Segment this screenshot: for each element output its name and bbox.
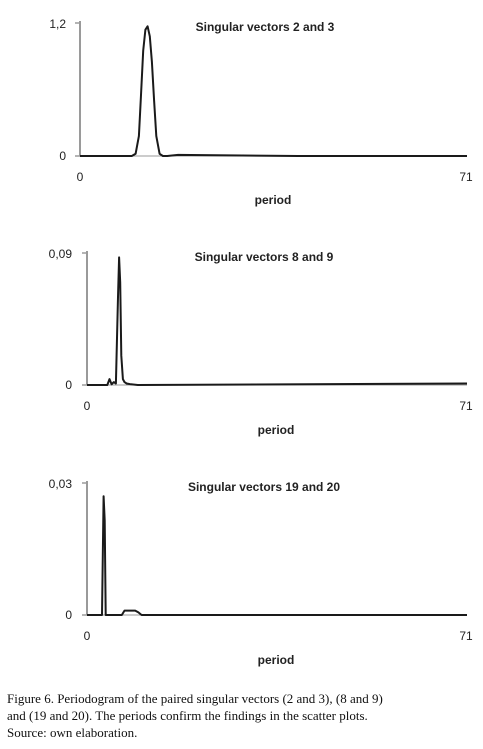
figure-caption: Figure 6. Periodogram of the paired sing… bbox=[7, 690, 477, 741]
caption-line: Figure 6. Periodogram of the paired sing… bbox=[7, 691, 383, 706]
periodogram-line bbox=[80, 25, 467, 157]
x-axis-label: period bbox=[258, 653, 295, 667]
y-tick-label-zero: 0 bbox=[59, 149, 66, 163]
y-tick-label-top: 1,2 bbox=[49, 17, 66, 31]
panel-singular-vectors-19-20: Singular vectors 19 and 20 0,03 0 0 71 p… bbox=[49, 477, 473, 667]
caption-line: Source: own elaboration. bbox=[7, 725, 138, 740]
x-tick-label-end: 71 bbox=[459, 170, 473, 184]
x-tick-label-end: 71 bbox=[459, 629, 473, 643]
y-tick-label-top: 0,09 bbox=[49, 247, 73, 261]
panel-singular-vectors-2-3: Singular vectors 2 and 3 1,2 0 0 71 peri… bbox=[49, 17, 473, 207]
chart-title: Singular vectors 19 and 20 bbox=[188, 480, 340, 494]
periodogram-line bbox=[87, 495, 467, 616]
x-tick-label-end: 71 bbox=[459, 399, 473, 413]
periodogram-line bbox=[87, 256, 468, 386]
caption-line: and (19 and 20). The periods confirm the… bbox=[7, 708, 368, 723]
y-tick-label-top: 0,03 bbox=[49, 477, 73, 491]
x-axis-label: period bbox=[255, 193, 292, 207]
y-tick-label-zero: 0 bbox=[65, 378, 72, 392]
x-tick-label-start: 0 bbox=[77, 170, 84, 184]
x-axis-label: period bbox=[258, 423, 295, 437]
panel-singular-vectors-8-9: Singular vectors 8 and 9 0,09 0 0 71 per… bbox=[49, 247, 473, 437]
x-tick-label-start: 0 bbox=[84, 629, 91, 643]
x-tick-label-start: 0 bbox=[84, 399, 91, 413]
y-tick-label-zero: 0 bbox=[65, 608, 72, 622]
chart-title: Singular vectors 2 and 3 bbox=[196, 20, 335, 34]
chart-title: Singular vectors 8 and 9 bbox=[195, 250, 334, 264]
periodogram-figure: Singular vectors 2 and 3 1,2 0 0 71 peri… bbox=[49, 17, 473, 667]
